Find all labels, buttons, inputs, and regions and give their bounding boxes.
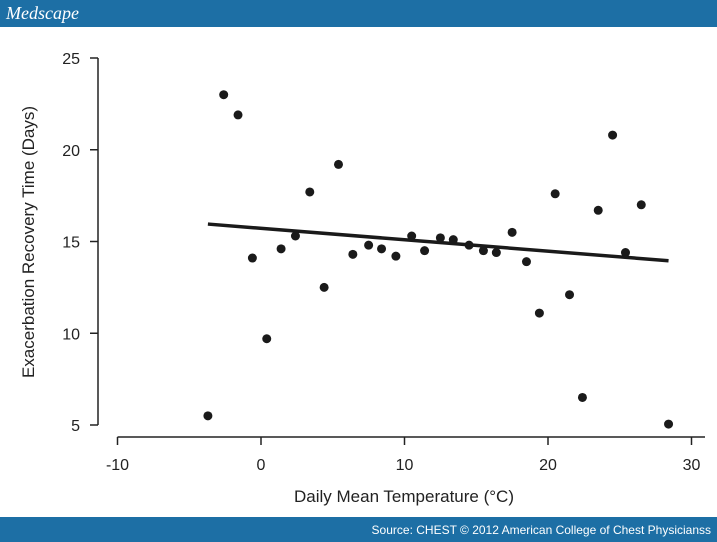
data-point	[319, 282, 329, 292]
data-point	[521, 257, 531, 267]
data-point	[507, 227, 517, 237]
data-point	[333, 159, 343, 169]
footer-bar: Source: CHEST © 2012 American College of…	[0, 517, 717, 542]
data-point	[233, 110, 243, 120]
y-tick-label: 15	[62, 235, 80, 252]
data-point	[290, 231, 300, 241]
data-point	[534, 308, 544, 318]
data-point	[577, 392, 587, 402]
x-tick-label: -10	[106, 457, 129, 474]
data-point	[247, 253, 257, 263]
source-credit: Source: CHEST © 2012 American College of…	[371, 523, 711, 537]
x-tick-label: 10	[396, 457, 414, 474]
x-tick-label: 30	[683, 457, 701, 474]
y-tick-label: 10	[62, 326, 80, 343]
data-point	[464, 240, 474, 250]
data-point	[435, 233, 445, 243]
medscape-logo: Medscape	[6, 3, 79, 23]
x-axis-label: Daily Mean Temperature (°C)	[294, 487, 514, 506]
trend-line	[207, 222, 669, 263]
data-point	[593, 205, 603, 215]
y-tick-label: 25	[62, 51, 80, 68]
data-point	[364, 240, 374, 250]
data-point	[448, 235, 458, 245]
data-point	[219, 90, 229, 100]
x-tick-label: 0	[257, 457, 266, 474]
data-point	[391, 251, 401, 261]
data-point	[203, 411, 213, 421]
y-tick-label: 20	[62, 143, 80, 160]
data-point	[620, 248, 630, 258]
y-tick-label: 5	[71, 418, 80, 435]
data-point	[305, 187, 315, 197]
data-point	[407, 231, 417, 241]
data-point	[276, 244, 286, 254]
data-point	[636, 200, 646, 210]
data-point	[262, 334, 272, 344]
data-point	[491, 248, 501, 258]
data-point	[377, 244, 387, 254]
data-point	[478, 246, 488, 256]
data-point	[565, 290, 575, 300]
data-point	[550, 189, 560, 199]
header-bar: Medscape	[0, 0, 717, 27]
data-point	[608, 130, 618, 140]
data-point	[420, 246, 430, 256]
data-point	[348, 249, 358, 259]
x-tick-label: 20	[539, 457, 557, 474]
data-point	[664, 419, 674, 429]
y-axis-label: Exacerbation Recovery Time (Days)	[19, 106, 38, 378]
